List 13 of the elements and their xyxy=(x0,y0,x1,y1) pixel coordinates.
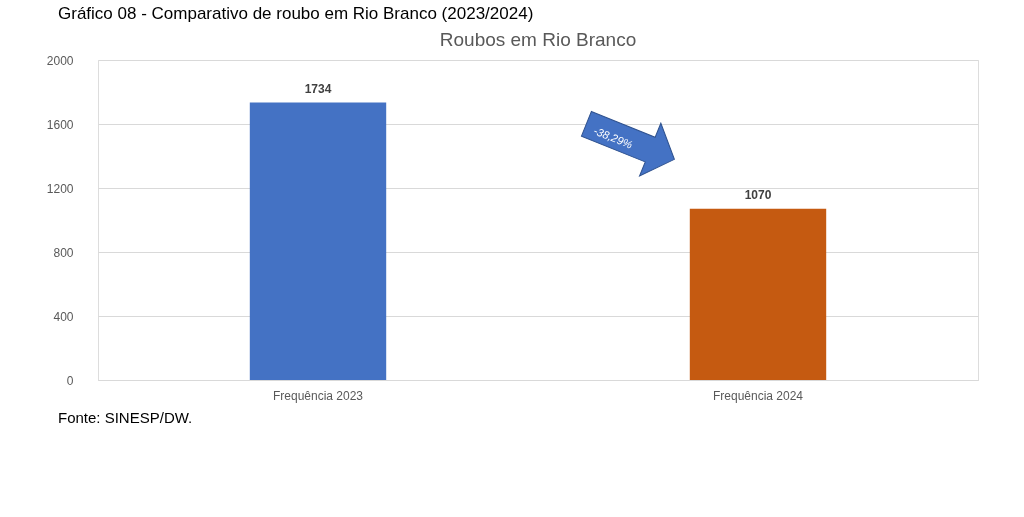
x-tick-label: Frequência 2024 xyxy=(712,388,804,403)
x-tick-label: Frequência 2023 xyxy=(272,388,364,403)
y-tick-label: 0 xyxy=(66,373,74,388)
y-tick-label: 400 xyxy=(53,309,74,324)
y-tick-label: 1600 xyxy=(46,117,74,132)
data-label: 1070 xyxy=(744,187,772,202)
chart-title: Gráfico 08 - Comparativo de roubo em Rio Branco (2023/2024) xyxy=(58,4,534,23)
y-tick-label: 1200 xyxy=(46,181,74,196)
chart-subtitle: Roubos em Rio Branco xyxy=(439,29,637,50)
y-tick-label: 800 xyxy=(53,245,74,260)
data-label: 1734 xyxy=(304,81,332,96)
source-note: Fonte: SINESP/DW. xyxy=(58,409,193,426)
y-tick-label: 2000 xyxy=(46,53,74,68)
